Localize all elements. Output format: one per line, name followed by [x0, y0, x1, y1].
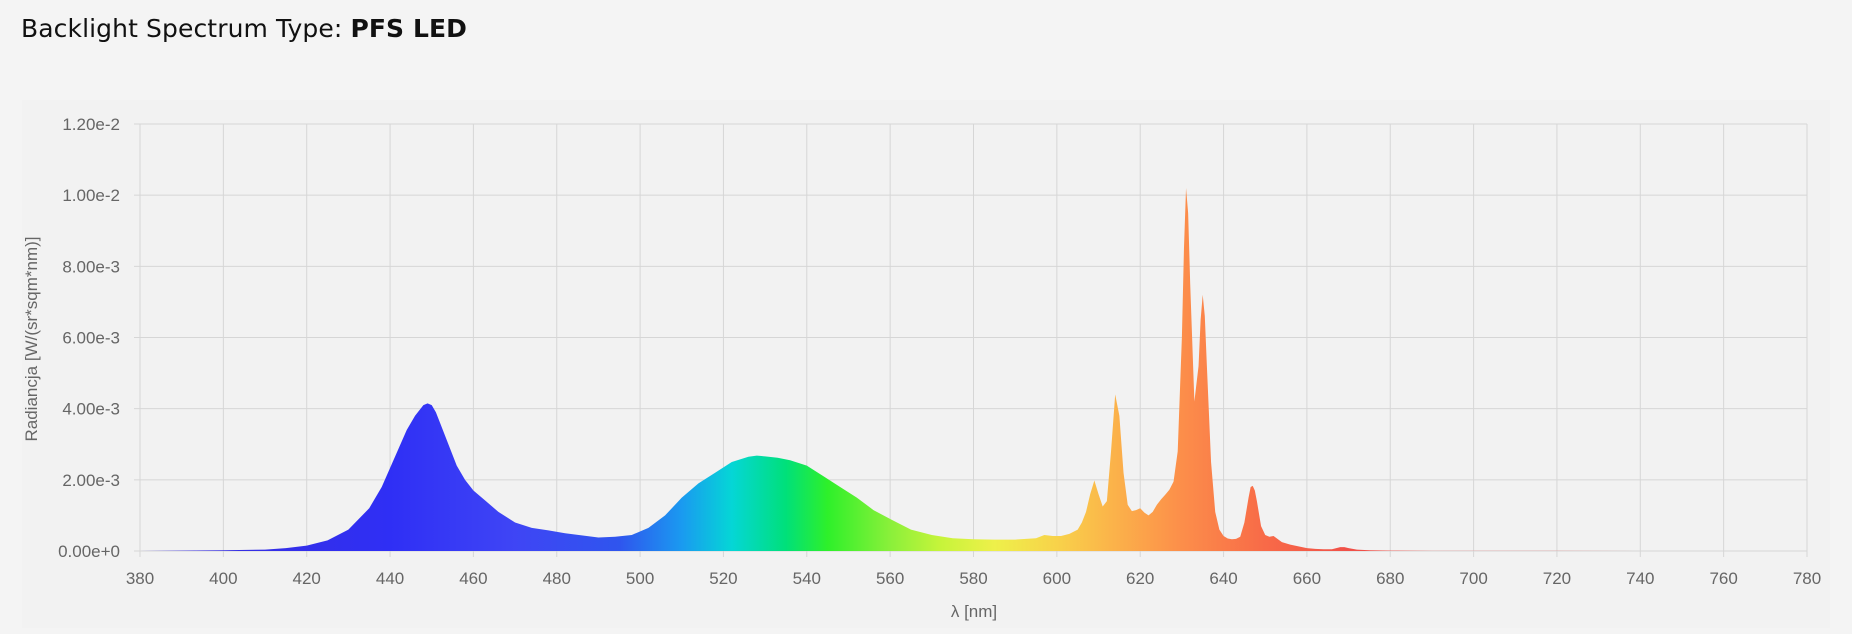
x-tick-label: 560 [876, 569, 904, 588]
y-tick-label: 0.00e+0 [58, 542, 120, 561]
x-tick-label: 640 [1209, 569, 1237, 588]
y-tick-label: 1.20e-2 [62, 115, 120, 134]
x-tick-label: 400 [209, 569, 237, 588]
x-tick-label: 620 [1126, 569, 1154, 588]
y-tick-label: 2.00e-3 [62, 471, 120, 490]
title-prefix: Backlight Spectrum Type: [21, 14, 351, 43]
y-tick-label: 6.00e-3 [62, 329, 120, 348]
x-tick-label: 740 [1626, 569, 1654, 588]
x-tick-label: 440 [376, 569, 404, 588]
spectrum-type-value: PFS LED [350, 14, 468, 43]
x-tick-label: 500 [626, 569, 654, 588]
x-tick-label: 520 [709, 569, 737, 588]
x-tick-label: 540 [793, 569, 821, 588]
x-tick-label: 780 [1793, 569, 1821, 588]
y-axis-label: Radiancja [W/(sr*sqm*nm)] [22, 237, 41, 442]
page-title: Backlight Spectrum Type: PFS LED [21, 14, 467, 43]
y-axis-ticks: 0.00e+0 2.00e-3 4.00e-3 6.00e-3 8.00e-3 1.00e… [58, 115, 120, 561]
x-tick-label: 380 [126, 569, 154, 588]
y-tick-label: 8.00e-3 [62, 257, 120, 276]
x-tick-label: 600 [1043, 569, 1071, 588]
y-tick-label: 4.00e-3 [62, 400, 120, 419]
x-tick-label: 760 [1709, 569, 1737, 588]
y-tick-label: 1.00e-2 [62, 186, 120, 205]
x-tick-label: 420 [293, 569, 321, 588]
x-tick-label: 460 [459, 569, 487, 588]
x-axis-ticks: 380 400 420 440 460 480 500 520 540 560 580 600 620 6… [126, 569, 1821, 588]
x-tick-label: 480 [543, 569, 571, 588]
x-axis-label: λ [nm] [951, 602, 997, 621]
x-tick-label: 660 [1293, 569, 1321, 588]
x-tick-label: 580 [959, 569, 987, 588]
x-tick-label: 680 [1376, 569, 1404, 588]
x-tick-label: 700 [1459, 569, 1487, 588]
x-tick-label: 720 [1543, 569, 1571, 588]
